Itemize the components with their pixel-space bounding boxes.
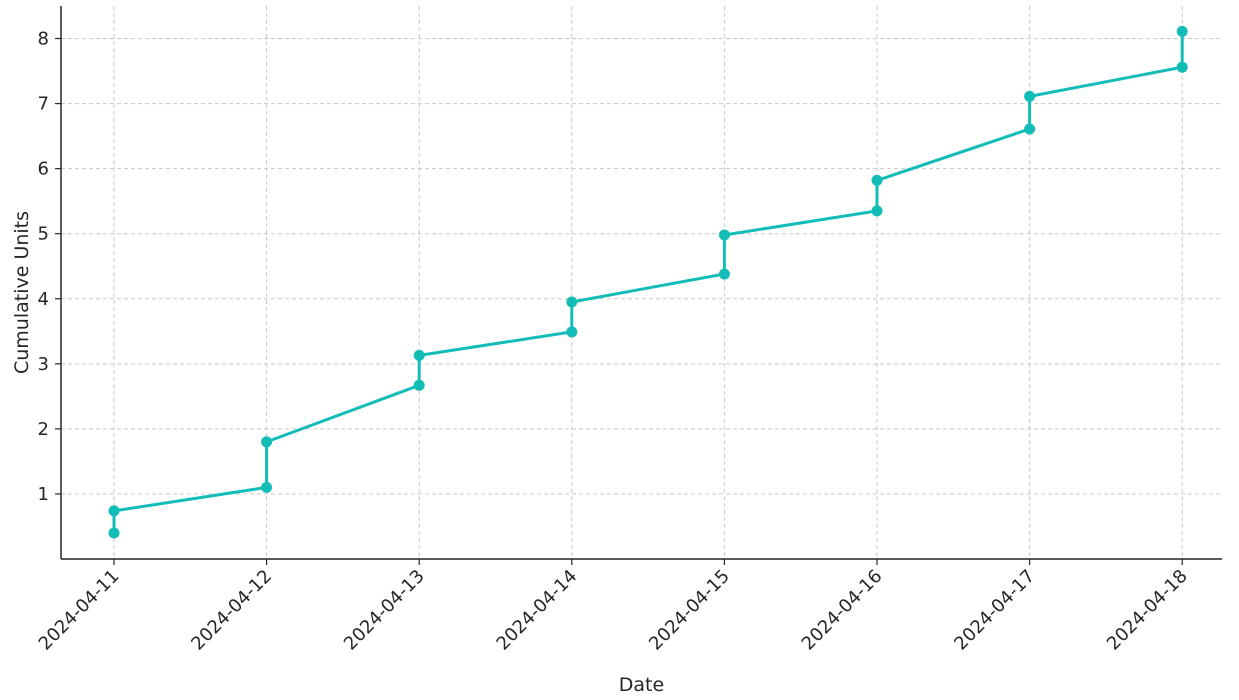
- data-point: [261, 481, 273, 493]
- grid: [61, 6, 1222, 559]
- axes: [60, 6, 1222, 560]
- y-tick-label: 4: [38, 289, 49, 310]
- x-tick-label: 2024-04-14: [493, 566, 582, 655]
- data-point: [871, 205, 883, 217]
- series-line: [112, 31, 1184, 533]
- data-point: [718, 229, 730, 241]
- data-point: [1176, 25, 1188, 37]
- data-point: [108, 505, 120, 517]
- x-tick-label: 2024-04-17: [950, 566, 1039, 655]
- y-tick-label: 1: [38, 484, 49, 505]
- x-tick-label: 2024-04-11: [35, 566, 124, 655]
- data-point: [108, 527, 120, 539]
- data-point: [1176, 61, 1188, 73]
- y-tick-label: 2: [38, 419, 49, 440]
- x-tick-label: 2024-04-12: [187, 566, 276, 655]
- y-tick-label: 8: [38, 29, 49, 50]
- data-point: [1024, 123, 1036, 135]
- y-tick-label: 5: [38, 224, 49, 245]
- x-tick-label: 2024-04-18: [1103, 566, 1192, 655]
- data-point: [413, 349, 425, 361]
- y-tick-label: 3: [38, 354, 49, 375]
- tick-labels: 2024-04-11 2024-04-12 2024-04-13 2024-04-14…: [35, 29, 1192, 655]
- x-tick-label: 2024-04-15: [645, 566, 734, 655]
- data-point: [1024, 90, 1036, 102]
- y-tick-label: 6: [38, 159, 49, 180]
- data-point: [261, 436, 273, 448]
- data-point: [718, 268, 730, 280]
- y-tick-label: 7: [38, 94, 49, 115]
- data-point: [413, 379, 425, 391]
- data-series: [108, 25, 1188, 539]
- data-point: [566, 296, 578, 308]
- x-tick-label: 2024-04-16: [798, 566, 887, 655]
- data-point: [566, 326, 578, 338]
- x-axis-label: Date: [619, 674, 664, 696]
- data-point: [871, 174, 883, 186]
- x-tick-label: 2024-04-13: [340, 566, 429, 655]
- y-axis-label: Cumulative Units: [11, 211, 33, 374]
